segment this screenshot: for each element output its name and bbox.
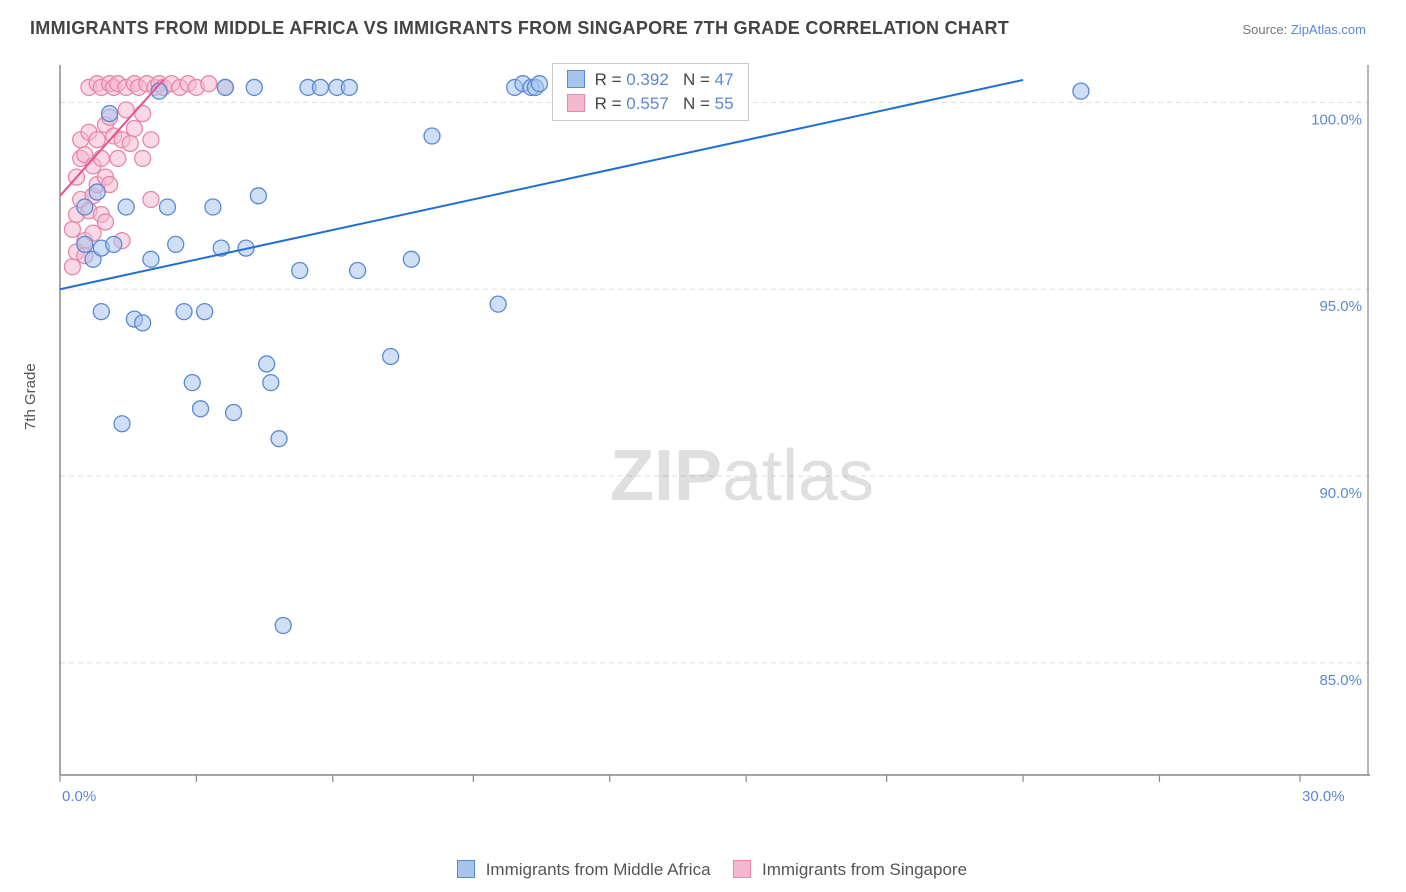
svg-text:95.0%: 95.0% [1319, 298, 1362, 315]
source-label: Source: ZipAtlas.com [1242, 22, 1366, 37]
legend-label-blue: Immigrants from Middle Africa [486, 860, 711, 879]
chart-title: IMMIGRANTS FROM MIDDLE AFRICA VS IMMIGRA… [30, 18, 1009, 39]
y-axis-label: 7th Grade [22, 363, 39, 430]
bottom-legend: Immigrants from Middle Africa Immigrants… [0, 860, 1406, 880]
correlation-stats-box: R = 0.392 N = 47R = 0.557 N = 55 [552, 63, 749, 121]
legend-swatch-blue [457, 860, 475, 878]
svg-text:90.0%: 90.0% [1319, 485, 1362, 502]
svg-text:0.0%: 0.0% [62, 788, 96, 805]
legend-label-pink: Immigrants from Singapore [762, 860, 967, 879]
svg-text:85.0%: 85.0% [1319, 672, 1362, 689]
source-link[interactable]: ZipAtlas.com [1291, 22, 1366, 37]
chart-svg: 85.0% 90.0% 95.0% 100.0% 0.0% 30.0% [50, 55, 1370, 805]
plot-area: 85.0% 90.0% 95.0% 100.0% 0.0% 30.0% R = 0.392… [50, 55, 1370, 805]
svg-text:100.0%: 100.0% [1311, 111, 1362, 128]
svg-text:30.0%: 30.0% [1302, 788, 1345, 805]
legend-swatch-pink [733, 860, 751, 878]
